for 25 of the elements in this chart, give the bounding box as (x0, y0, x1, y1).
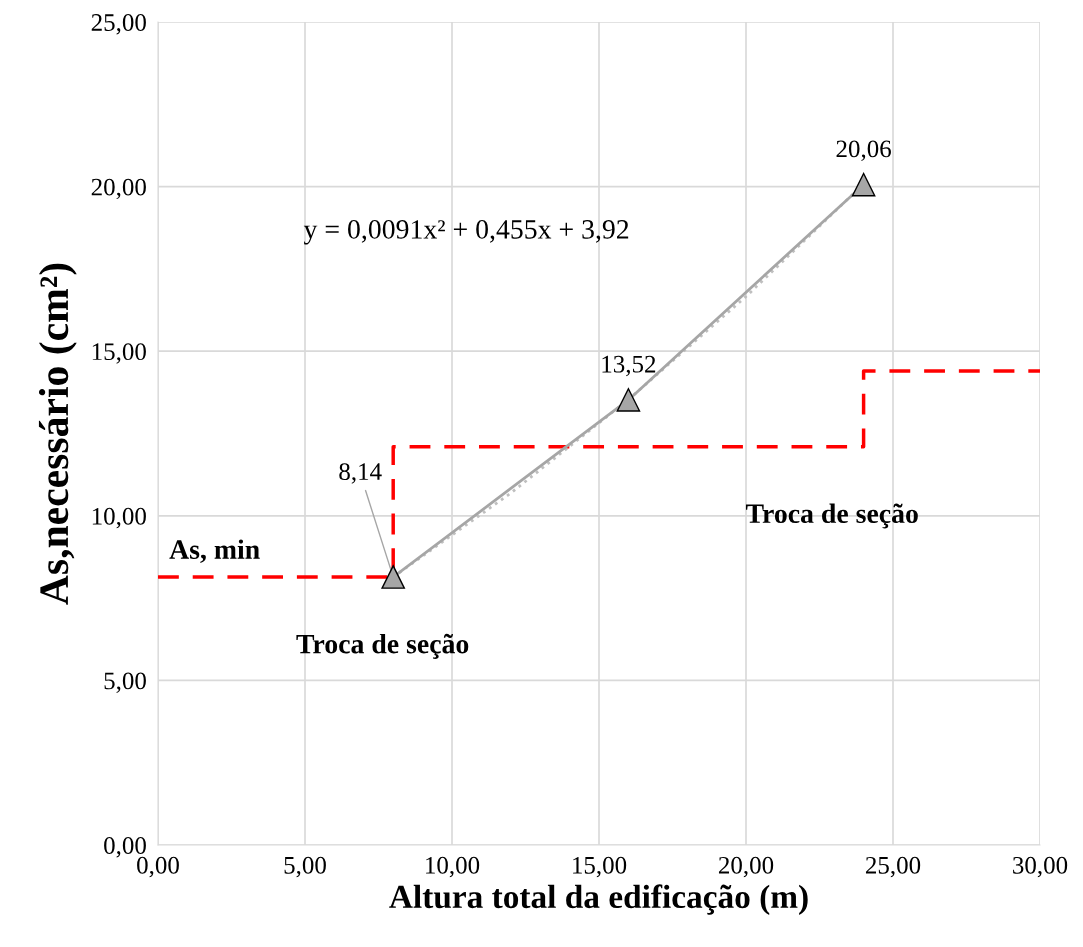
point (616, 388, 641, 412)
x-tick-label: 5,00 (284, 856, 326, 878)
x-axis-title: Altura total da edificação (m) (389, 884, 808, 915)
y-tick-label: 15,00 (92, 343, 146, 364)
x-tick-label: 20,00 (718, 856, 774, 878)
x-tick-label: 15,00 (573, 856, 627, 878)
y-tick-label: 20,00 (91, 178, 146, 200)
y-tick-label: 10,00 (92, 507, 146, 529)
y-tick-label: 25,00 (91, 14, 146, 35)
annotation: Troca de seção (296, 633, 469, 659)
y-axis-title: As,necessário (cm²) (38, 263, 77, 605)
x-tick-label: 10,00 (426, 856, 480, 878)
x-tick-label: 0,00 (137, 856, 179, 878)
annotation: y = 0,0091x² + 0,455x + 3,92 (303, 219, 629, 245)
point (381, 565, 406, 589)
data-label: 8,14 (339, 463, 382, 484)
x-tick-label: 30,00 (1013, 856, 1068, 878)
point (851, 172, 876, 197)
data-label: 13,52 (602, 355, 656, 377)
y-tick-label: 0,00 (104, 837, 146, 858)
annotation: As, min (169, 539, 260, 564)
x-tick-label: 25,00 (865, 856, 921, 878)
annotation: Troca de seção (745, 503, 918, 529)
data-label: 20,06 (836, 140, 891, 161)
y-tick-label: 5,00 (104, 672, 146, 693)
